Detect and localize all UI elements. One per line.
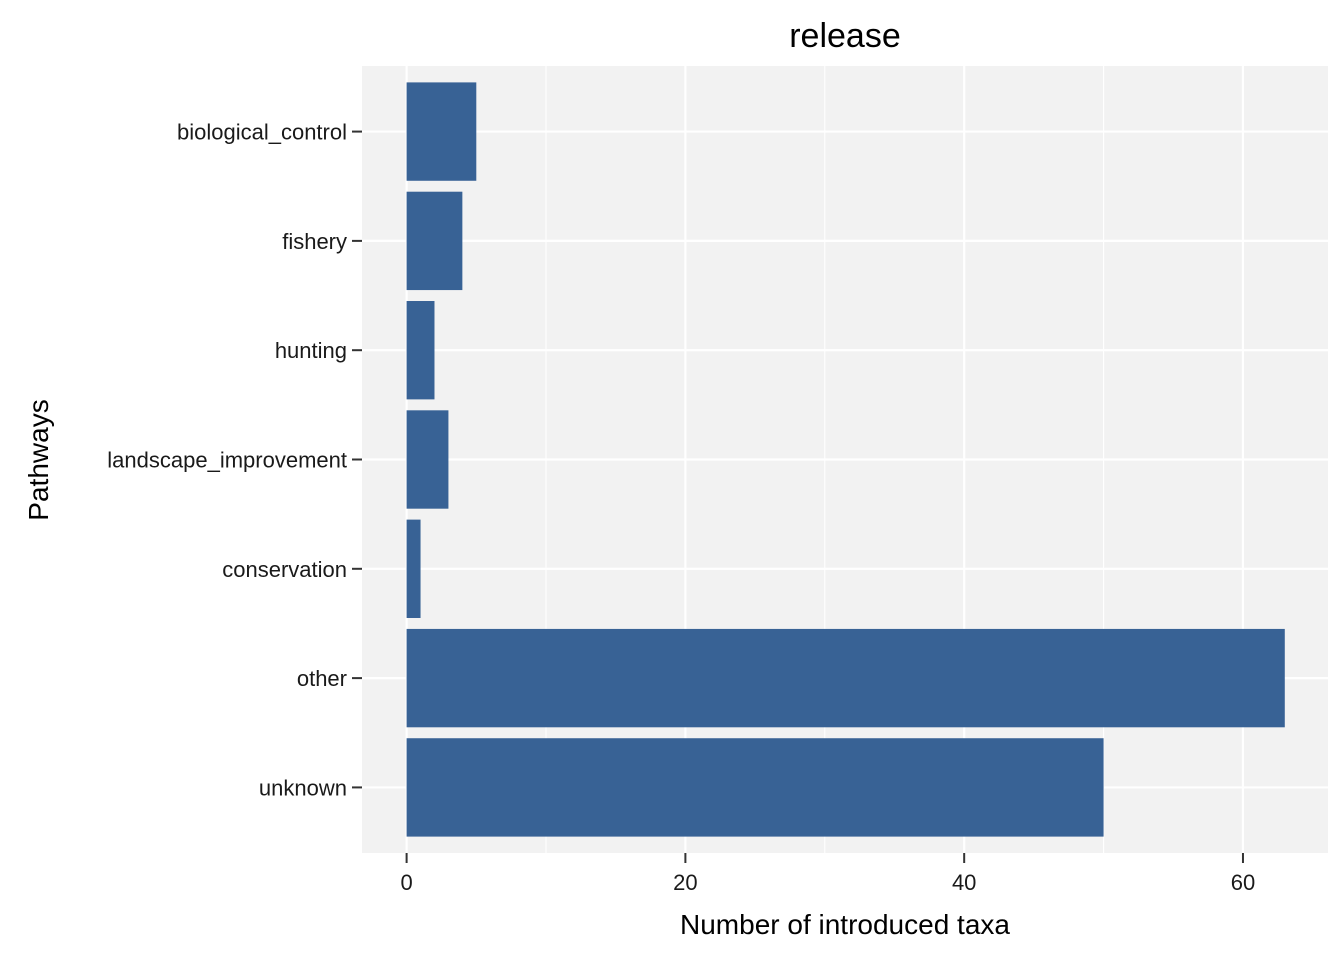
bar-conservation <box>406 519 421 618</box>
y-tick-label: biological_control <box>177 120 347 145</box>
y-tick-label: landscape_improvement <box>107 448 347 473</box>
x-tick-label: 60 <box>1231 870 1255 895</box>
y-tick-label: fishery <box>282 229 347 254</box>
bar-fishery <box>406 191 463 291</box>
bar-unknown <box>406 738 1104 837</box>
x-tick-label: 20 <box>673 870 697 895</box>
bars <box>406 82 1285 837</box>
y-tick-label: other <box>297 666 347 691</box>
y-tick-label: hunting <box>275 338 347 363</box>
x-tick-label: 0 <box>400 870 412 895</box>
x-tick-label: 40 <box>952 870 976 895</box>
bar-other <box>406 628 1285 728</box>
y-axis-title: Pathways <box>23 399 54 520</box>
bar-hunting <box>406 301 435 400</box>
bar-landscape_improvement <box>406 410 449 509</box>
y-tick-label: unknown <box>259 775 347 800</box>
bar-biological_control <box>406 82 477 181</box>
chart-title: release <box>789 17 901 55</box>
x-axis: 0 20 40 60 <box>400 853 1255 895</box>
y-tick-label: conservation <box>222 557 347 582</box>
x-axis-title: Number of introduced taxa <box>680 909 1010 940</box>
